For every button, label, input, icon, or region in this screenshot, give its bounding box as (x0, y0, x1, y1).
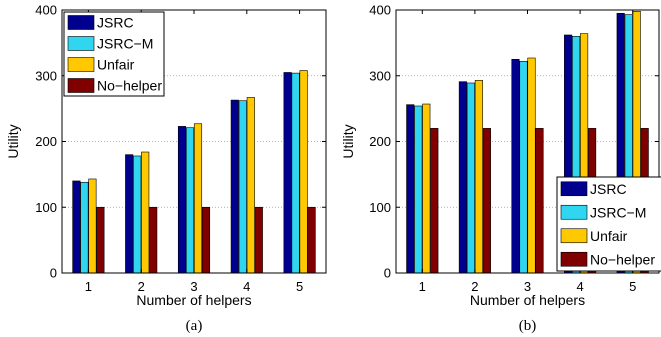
x-tick-label: 3 (190, 279, 197, 294)
bar-unfair-1 (88, 178, 97, 274)
legend-swatch (67, 15, 95, 30)
y-tick-label: 300 (369, 68, 391, 83)
bar-unfair-1 (422, 103, 431, 274)
legend-label: JSRC−M (590, 204, 646, 220)
bar-jsrc-m-1 (80, 181, 89, 274)
bar-jsrc-3 (177, 126, 187, 274)
bar-unfair-2 (141, 151, 150, 274)
bar-no-helper-2 (149, 206, 158, 274)
y-tick-label: 0 (50, 266, 57, 281)
y-tick-label: 400 (369, 3, 391, 18)
x-axis-label: Number of helpers (470, 292, 585, 308)
legend-swatch (560, 181, 588, 197)
legend-label: Unfair (590, 228, 628, 244)
bar-unfair-2 (474, 80, 483, 274)
bar-no-helper-2 (482, 128, 491, 274)
y-tick-label: 100 (35, 200, 57, 215)
x-tick-label: 1 (419, 279, 426, 294)
y-axis-label: Utility (5, 124, 21, 158)
y-tick-label: 0 (384, 266, 391, 281)
bar-jsrc-3 (511, 59, 520, 274)
bar-jsrc-m-3 (185, 127, 195, 274)
bar-jsrc-m-3 (519, 60, 528, 274)
legend: JSRC JSRC−M Unfair No−helper (556, 176, 661, 272)
legend-label: JSRC (97, 15, 134, 31)
bar-unfair-4 (246, 97, 255, 274)
bar-jsrc-2 (125, 154, 134, 274)
bar-no-helper-4 (254, 206, 263, 274)
legend-label: No−helper (97, 78, 162, 94)
legend-swatch (560, 204, 588, 220)
x-tick-label: 4 (243, 279, 250, 294)
legend-swatch (67, 78, 95, 93)
legend-swatch (67, 57, 95, 72)
legend-swatch (560, 251, 588, 267)
x-tick-label: 1 (85, 279, 92, 294)
bar-jsrc-m-1 (414, 105, 423, 274)
bar-jsrc-4 (230, 99, 239, 274)
bar-unfair-3 (527, 57, 536, 274)
x-axis-label: Number of helpers (136, 292, 251, 308)
x-tick-label: 2 (471, 279, 478, 294)
legend-swatch (67, 36, 95, 51)
panel-caption: (a) (186, 318, 203, 334)
y-tick-label: 200 (35, 134, 57, 149)
y-axis-label: Utility (340, 124, 356, 158)
x-tick-label: 5 (629, 279, 636, 294)
bar-jsrc-m-2 (466, 82, 475, 274)
chart-panel-1: 0 100 200 300 400 1 2 3 4 5 Number of helpers Utili… (5, 3, 327, 334)
legend-label: JSRC−M (97, 36, 153, 52)
legend-label: Unfair (97, 57, 135, 73)
x-tick-label: 2 (138, 279, 145, 294)
bar-jsrc-m-2 (133, 155, 142, 274)
bar-jsrc-2 (458, 81, 467, 274)
bar-no-helper-5 (307, 206, 316, 274)
panel-caption: (b) (519, 318, 537, 334)
bar-jsrc-1 (406, 104, 415, 274)
bar-no-helper-1 (430, 128, 439, 274)
bar-no-helper-3 (535, 128, 544, 274)
bar-unfair-5 (299, 70, 308, 274)
bar-no-helper-3 (201, 206, 211, 274)
bar-jsrc-1 (72, 180, 81, 274)
x-tick-label: 4 (576, 279, 583, 294)
bar-no-helper-1 (96, 206, 105, 274)
legend: JSRC JSRC−M Unfair No−helper (63, 11, 165, 97)
chart-panel-2: 0 100 200 300 400 1 2 3 4 5 Number of helpers Utili… (340, 3, 661, 334)
x-tick-label: 5 (296, 279, 303, 294)
y-tick-label: 300 (35, 68, 57, 83)
bar-jsrc-5 (283, 72, 292, 274)
y-tick-label: 400 (35, 3, 57, 18)
y-tick-label: 100 (369, 200, 391, 215)
x-tick-label: 3 (524, 279, 531, 294)
legend-label: JSRC (590, 181, 627, 197)
legend-label: No−helper (590, 251, 655, 267)
legend-swatch (560, 228, 588, 244)
y-tick-label: 200 (369, 134, 391, 149)
bar-jsrc-m-4 (238, 100, 247, 274)
bar-unfair-3 (193, 123, 203, 274)
bar-jsrc-m-5 (291, 72, 300, 274)
